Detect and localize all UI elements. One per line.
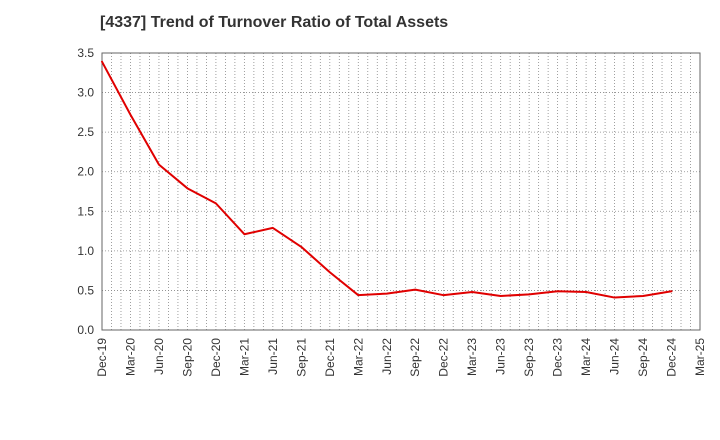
plot-frame (101, 52, 701, 331)
x-tick-label: Sep-23 (522, 338, 536, 377)
x-tick-label: Sep-20 (180, 338, 194, 377)
grid-lines (102, 53, 700, 330)
x-tick-label: Mar-25 (693, 338, 707, 376)
x-tick-label: Jun-23 (494, 338, 508, 375)
y-tick-label: 2.0 (77, 165, 94, 179)
x-tick-label: Jun-20 (152, 338, 166, 375)
x-tick-label: Dec-19 (95, 338, 109, 377)
x-tick-label: Dec-21 (323, 338, 337, 377)
series-line-0 (101, 60, 673, 299)
x-tick-label: Dec-20 (209, 338, 223, 377)
x-tick-label: Mar-23 (465, 338, 479, 376)
x-tick-label: Sep-21 (294, 338, 308, 377)
y-tick-label: 3.0 (77, 86, 94, 100)
axes (101, 52, 701, 331)
x-tick-label: Dec-24 (665, 338, 679, 377)
y-tick-label: 3.5 (77, 46, 94, 60)
x-tick-label: Mar-22 (351, 338, 365, 376)
series-layer (101, 60, 673, 299)
y-tick-label: 1.0 (77, 244, 94, 258)
x-tick-label: Dec-23 (551, 338, 565, 377)
x-tick-label: Jun-24 (608, 338, 622, 375)
x-tick-label: Jun-22 (380, 338, 394, 375)
y-tick-label: 0.0 (77, 323, 94, 337)
x-tick-label: Sep-22 (408, 338, 422, 377)
chart-title: [4337] Trend of Turnover Ratio of Total … (100, 14, 449, 31)
x-tick-label: Mar-24 (579, 338, 593, 376)
y-tick-label: 1.5 (77, 204, 94, 218)
x-tick-label: Jun-21 (266, 338, 280, 375)
x-tick-label: Dec-22 (437, 338, 451, 377)
x-tick-label: Mar-20 (123, 338, 137, 376)
y-tick-labels: 0.0 0.5 1.0 1.5 2.0 2.5 3.0 3.5 (77, 46, 94, 337)
x-tick-label: Mar-21 (237, 338, 251, 376)
y-tick-label: 2.5 (77, 125, 94, 139)
y-tick-label: 0.5 (77, 283, 94, 297)
x-tick-labels: Dec-19 Mar-20 Jun-20 Sep-20 Dec-20 Mar-21 Jun-… (95, 338, 707, 377)
x-tick-label: Sep-24 (636, 338, 650, 377)
